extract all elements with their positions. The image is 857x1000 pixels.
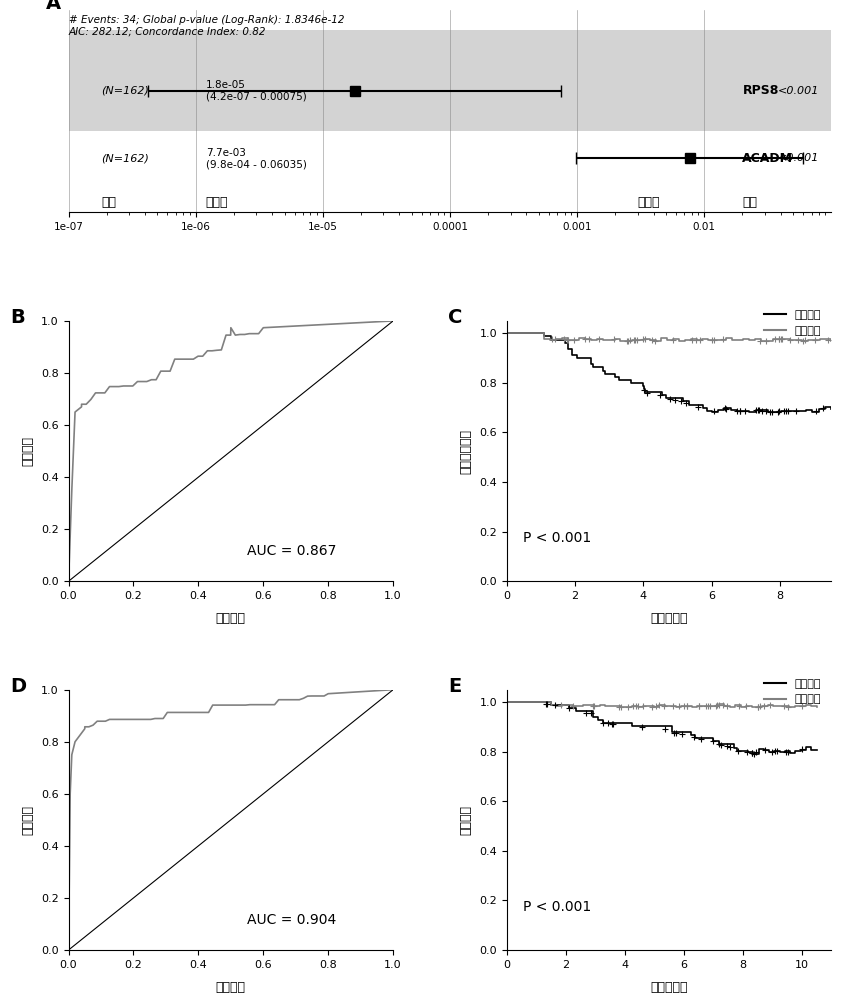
- X-axis label: 假阳性率: 假阳性率: [216, 981, 246, 994]
- Text: 样本: 样本: [101, 196, 116, 209]
- Bar: [69, 30, 831, 131]
- Text: RPS8: RPS8: [742, 84, 779, 97]
- Y-axis label: 真阳性率: 真阳性率: [21, 436, 34, 466]
- Y-axis label: 真阳性率: 真阳性率: [21, 805, 34, 835]
- Text: AUC = 0.904: AUC = 0.904: [247, 913, 336, 927]
- Text: A: A: [45, 0, 61, 13]
- X-axis label: 时间（年）: 时间（年）: [650, 612, 688, 625]
- Text: P < 0.001: P < 0.001: [523, 900, 591, 914]
- Legend: 高风险组, 低风险组: 高风险组, 低风险组: [759, 674, 826, 709]
- Text: AUC = 0.867: AUC = 0.867: [247, 544, 337, 558]
- Text: ACADM: ACADM: [742, 152, 794, 165]
- Text: P < 0.001: P < 0.001: [523, 531, 591, 545]
- X-axis label: 时间（年）: 时间（年）: [650, 981, 688, 994]
- Text: 风险比: 风险比: [206, 196, 228, 209]
- Text: E: E: [448, 677, 462, 696]
- Text: # Events: 34; Global p-value (Log-Rank): 1.8346e-12
AIC: 282.12; Concordance Ind: # Events: 34; Global p-value (Log-Rank):…: [69, 15, 344, 37]
- Text: (N=162): (N=162): [101, 86, 149, 96]
- Text: C: C: [448, 308, 463, 327]
- Y-axis label: 无复发生存率: 无复发生存率: [459, 429, 472, 474]
- Legend: 高风险组, 低风险组: 高风险组, 低风险组: [759, 306, 826, 340]
- Text: 7.7e-03
(9.8e-04 - 0.06035): 7.7e-03 (9.8e-04 - 0.06035): [206, 148, 307, 169]
- Text: <0.001: <0.001: [777, 153, 819, 163]
- Text: <0.001: <0.001: [777, 86, 819, 96]
- Y-axis label: 总生存率: 总生存率: [459, 805, 472, 835]
- Text: D: D: [10, 677, 27, 696]
- Text: 1.8e-05
(4.2e-07 - 0.00075): 1.8e-05 (4.2e-07 - 0.00075): [206, 80, 307, 102]
- Text: 系数值: 系数值: [638, 196, 660, 209]
- Text: 基因: 基因: [742, 196, 758, 209]
- Text: B: B: [10, 308, 25, 327]
- X-axis label: 假阳性率: 假阳性率: [216, 612, 246, 625]
- Text: (N=162): (N=162): [101, 153, 149, 163]
